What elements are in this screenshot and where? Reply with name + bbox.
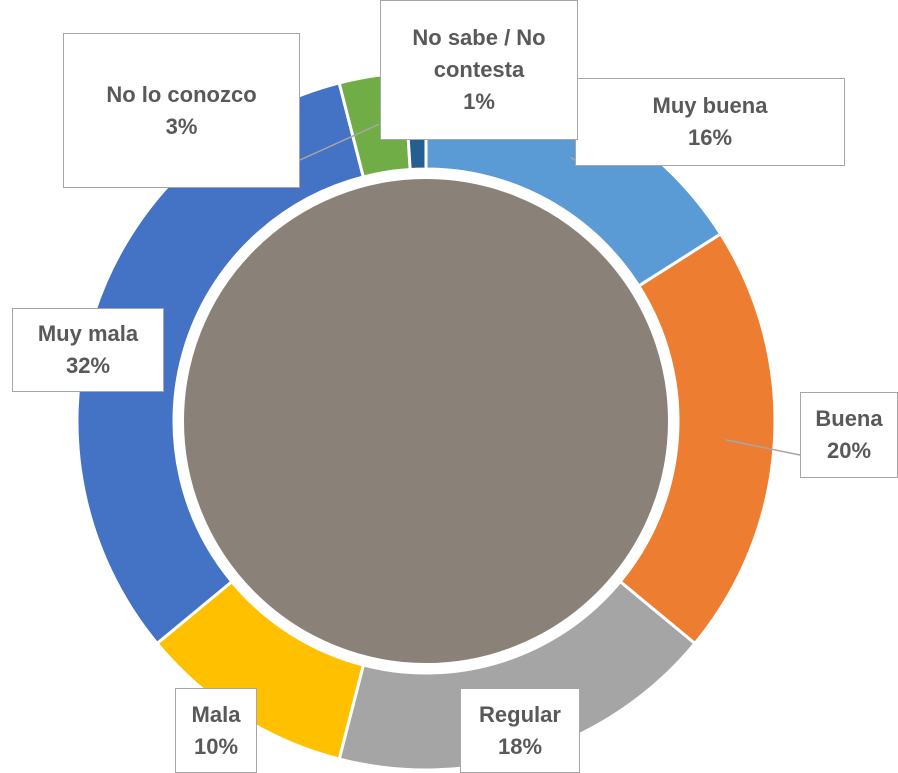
label-value: 3% — [166, 111, 198, 143]
label-name: Mala — [192, 699, 241, 731]
label-value: 18% — [498, 731, 542, 763]
label-name: Muy buena — [653, 90, 768, 122]
label-value: 32% — [66, 350, 110, 382]
label-name: Buena — [815, 403, 882, 435]
page: Muy buena16% Buena20% Regular18% Mala10% Muy… — [0, 0, 898, 773]
label-value: 10% — [194, 731, 238, 763]
label-name: No sabe / No contesta — [381, 22, 577, 86]
label-value: 20% — [827, 435, 871, 467]
label-name: Muy mala — [38, 318, 138, 350]
label-name: Regular — [479, 699, 561, 731]
label-value: 16% — [688, 122, 732, 154]
label-name: No lo conozco — [106, 79, 256, 111]
label-value: 1% — [463, 86, 495, 118]
photo — [180, 175, 672, 667]
